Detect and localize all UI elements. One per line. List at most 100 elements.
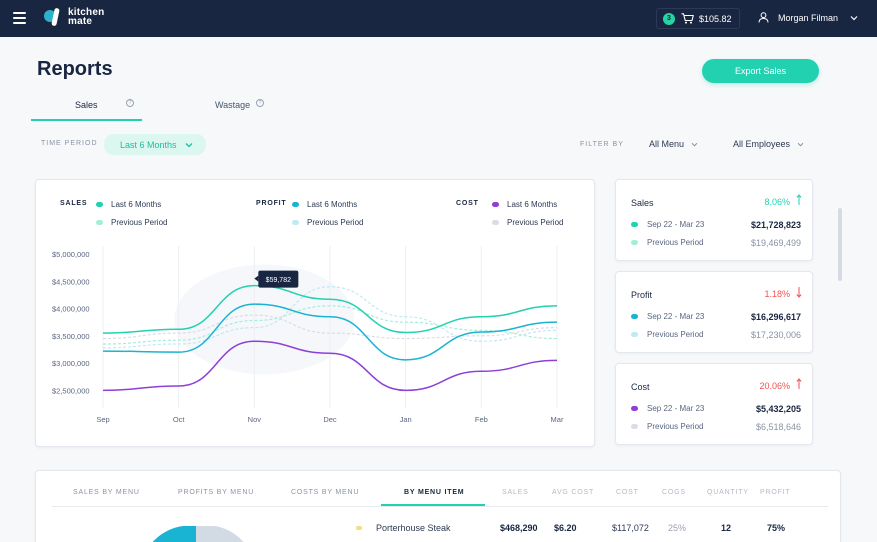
arrow-up-icon [796, 194, 802, 205]
legend-title: COST [456, 200, 479, 207]
stat-current-value: $16,296,617 [750, 311, 801, 322]
column-header-cost[interactable]: COST [616, 489, 639, 496]
legend-item-current[interactable]: Last 6 Months [492, 200, 557, 209]
legend-item-previous[interactable]: Previous Period [292, 218, 363, 227]
stat-previous-row: Previous Period $17,230,006 [631, 329, 801, 340]
help-icon[interactable]: ? [256, 99, 264, 107]
divider [52, 506, 828, 507]
tab-sales[interactable]: Sales ? [31, 93, 142, 121]
stat-title: Cost [631, 382, 650, 392]
x-tick-label: Feb [475, 415, 488, 424]
cart-button[interactable]: 3 $105.82 [656, 8, 740, 29]
stat-card-sales: Sales 8.06% Sep 22 - Mar 23 $21,728,823 P… [615, 179, 813, 261]
cell-sales: $468,290 [500, 523, 538, 533]
line-chart: $5,000,000 $4,500,000 $4,000,000 $3,500,000… [52, 246, 564, 424]
filter-by-label: FILTER BY [580, 141, 624, 148]
tab-by-menu-item[interactable]: BY MENU ITEM [404, 489, 465, 496]
legend-item-current[interactable]: Last 6 Months [292, 200, 357, 209]
y-tick-label: $2,500,000 [52, 386, 90, 395]
menu-table-card: SALES BY MENU PROFITS BY MENU COSTS BY M… [35, 470, 841, 542]
stat-previous-row: Previous Period $6,518,646 [631, 422, 801, 432]
series-line-profit-previous [102, 286, 558, 349]
cell-profit: 75% [767, 523, 786, 533]
tooltip-pointer [254, 275, 259, 282]
top-bar: kitchen mate 3 $105.82 Morgan Filman [0, 0, 877, 37]
x-tick-label: Sep [96, 415, 109, 424]
user-menu[interactable]: Morgan Filman [758, 12, 858, 23]
cell-item-name[interactable]: Porterhouse Steak [376, 523, 451, 533]
stat-card-profit: Profit 1.18% Sep 22 - Mar 23 $16,296,617 … [615, 271, 813, 353]
logo-text-line2: mate [68, 16, 93, 27]
stat-previous-value: $17,230,006 [750, 329, 801, 340]
x-tick-label: Nov [248, 415, 262, 424]
cart-icon [681, 13, 694, 24]
logo[interactable]: kitchen mate [44, 8, 104, 27]
x-tick-label: Jan [400, 415, 412, 424]
page-title: Reports [37, 58, 113, 80]
filters-bar: TIME PERIOD Last 6 Months FILTER BY All … [0, 128, 877, 162]
y-tick-label: $3,000,000 [52, 359, 90, 368]
cell-cogs: 25% [668, 523, 687, 533]
x-tick-label: Dec [323, 415, 337, 424]
menu-filter-value: All Menu [649, 139, 685, 149]
stat-current-row: Sep 22 - Mar 23 $21,728,823 [631, 219, 801, 230]
tab-sales-label: Sales [75, 100, 98, 110]
logo-text: kitchen mate [68, 8, 104, 27]
chevron-down-icon [691, 142, 698, 146]
time-period-select[interactable]: Last 6 Months [104, 134, 206, 155]
x-tick-label: Mar [551, 415, 564, 424]
series-line-sales-previous [102, 305, 558, 345]
menu-filter-select[interactable]: All Menu [649, 139, 698, 149]
legend-title: SALES [60, 200, 88, 207]
cell-cost: $117,072 [612, 523, 649, 533]
x-tick-label: Oct [173, 415, 186, 424]
column-header-cogs[interactable]: COGS [662, 489, 686, 496]
stat-title: Profit [631, 290, 653, 300]
legend-item-previous[interactable]: Previous Period [96, 218, 167, 227]
y-tick-label: $3,500,000 [52, 332, 90, 341]
legend-title: PROFIT [256, 200, 287, 207]
tab-wastage-label: Wastage [215, 100, 251, 110]
series-line-profit [102, 303, 558, 361]
series-line-sales [102, 284, 558, 334]
y-tick-label: $4,500,000 [52, 277, 90, 286]
stat-current-row: Sep 22 - Mar 23 $16,296,617 [631, 311, 801, 322]
tab-costs-by-menu[interactable]: COSTS BY MENU [291, 489, 360, 496]
column-header-profit[interactable]: PROFIT [760, 489, 791, 496]
export-sales-button[interactable]: Export Sales [702, 59, 819, 83]
arrow-down-icon [796, 287, 802, 298]
user-name: Morgan Filman [778, 12, 839, 23]
user-icon [758, 12, 769, 23]
tab-wastage[interactable]: Wastage ? [215, 93, 305, 121]
menu-icon[interactable] [13, 12, 26, 24]
stat-change: 20.06% [759, 381, 790, 391]
series-line-cost-previous [102, 314, 558, 340]
y-tick-label: $4,000,000 [52, 305, 90, 314]
stat-current-row: Sep 22 - Mar 23 $5,432,205 [631, 403, 801, 414]
arrow-up-icon [796, 378, 802, 389]
tab-profits-by-menu[interactable]: PROFITS BY MENU [178, 489, 255, 496]
stat-current-value: $5,432,205 [755, 403, 801, 414]
time-period-label: TIME PERIOD [41, 140, 98, 147]
row-color-dot [356, 526, 362, 530]
tab-sales-by-menu[interactable]: SALES BY MENU [73, 489, 140, 496]
scrollbar-thumb[interactable] [838, 208, 842, 281]
chevron-down-icon [797, 142, 804, 146]
employees-filter-value: All Employees [733, 139, 791, 149]
chevron-down-icon [185, 142, 192, 147]
help-icon[interactable]: ? [126, 99, 134, 107]
cell-quantity: 12 [721, 523, 732, 533]
employees-filter-select[interactable]: All Employees [733, 139, 804, 149]
legend-item-previous[interactable]: Previous Period [492, 218, 563, 227]
stat-change: 1.18% [764, 289, 790, 299]
tooltip-box [258, 270, 299, 288]
tooltip-value: $59,782 [266, 277, 291, 284]
chevron-down-icon [850, 15, 858, 20]
column-header-avg-cost[interactable]: AVG COST [552, 489, 595, 496]
stat-card-cost: Cost 20.06% Sep 22 - Mar 23 $5,432,205 Pr… [615, 363, 813, 445]
column-header-sales[interactable]: SALES [502, 489, 529, 496]
legend-item-current[interactable]: Last 6 Months [96, 200, 161, 209]
stat-current-value: $21,728,823 [750, 219, 801, 230]
column-header-quantity[interactable]: QUANTITY [707, 489, 749, 496]
cart-count-badge: 3 [663, 12, 675, 25]
